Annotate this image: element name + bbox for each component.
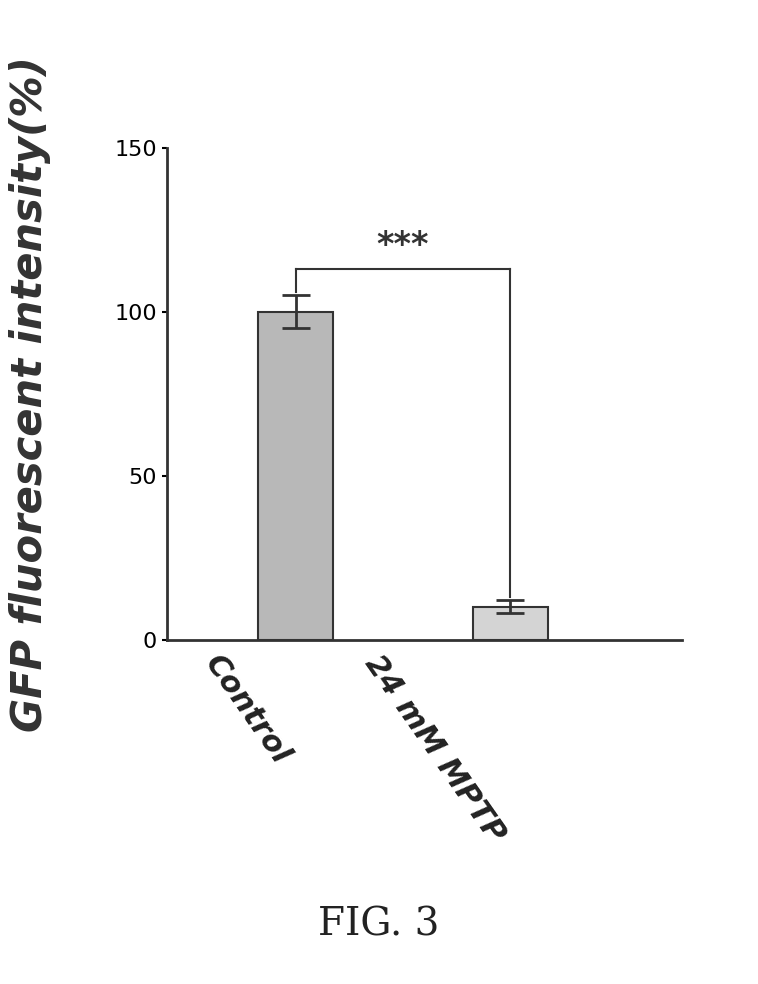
Bar	[258, 312, 334, 640]
Text: GFP fluorescent intensity(%): GFP fluorescent intensity(%)	[9, 56, 52, 731]
Bar	[473, 607, 548, 640]
Text: ***: ***	[377, 229, 429, 263]
Text: FIG. 3: FIG. 3	[318, 906, 440, 944]
